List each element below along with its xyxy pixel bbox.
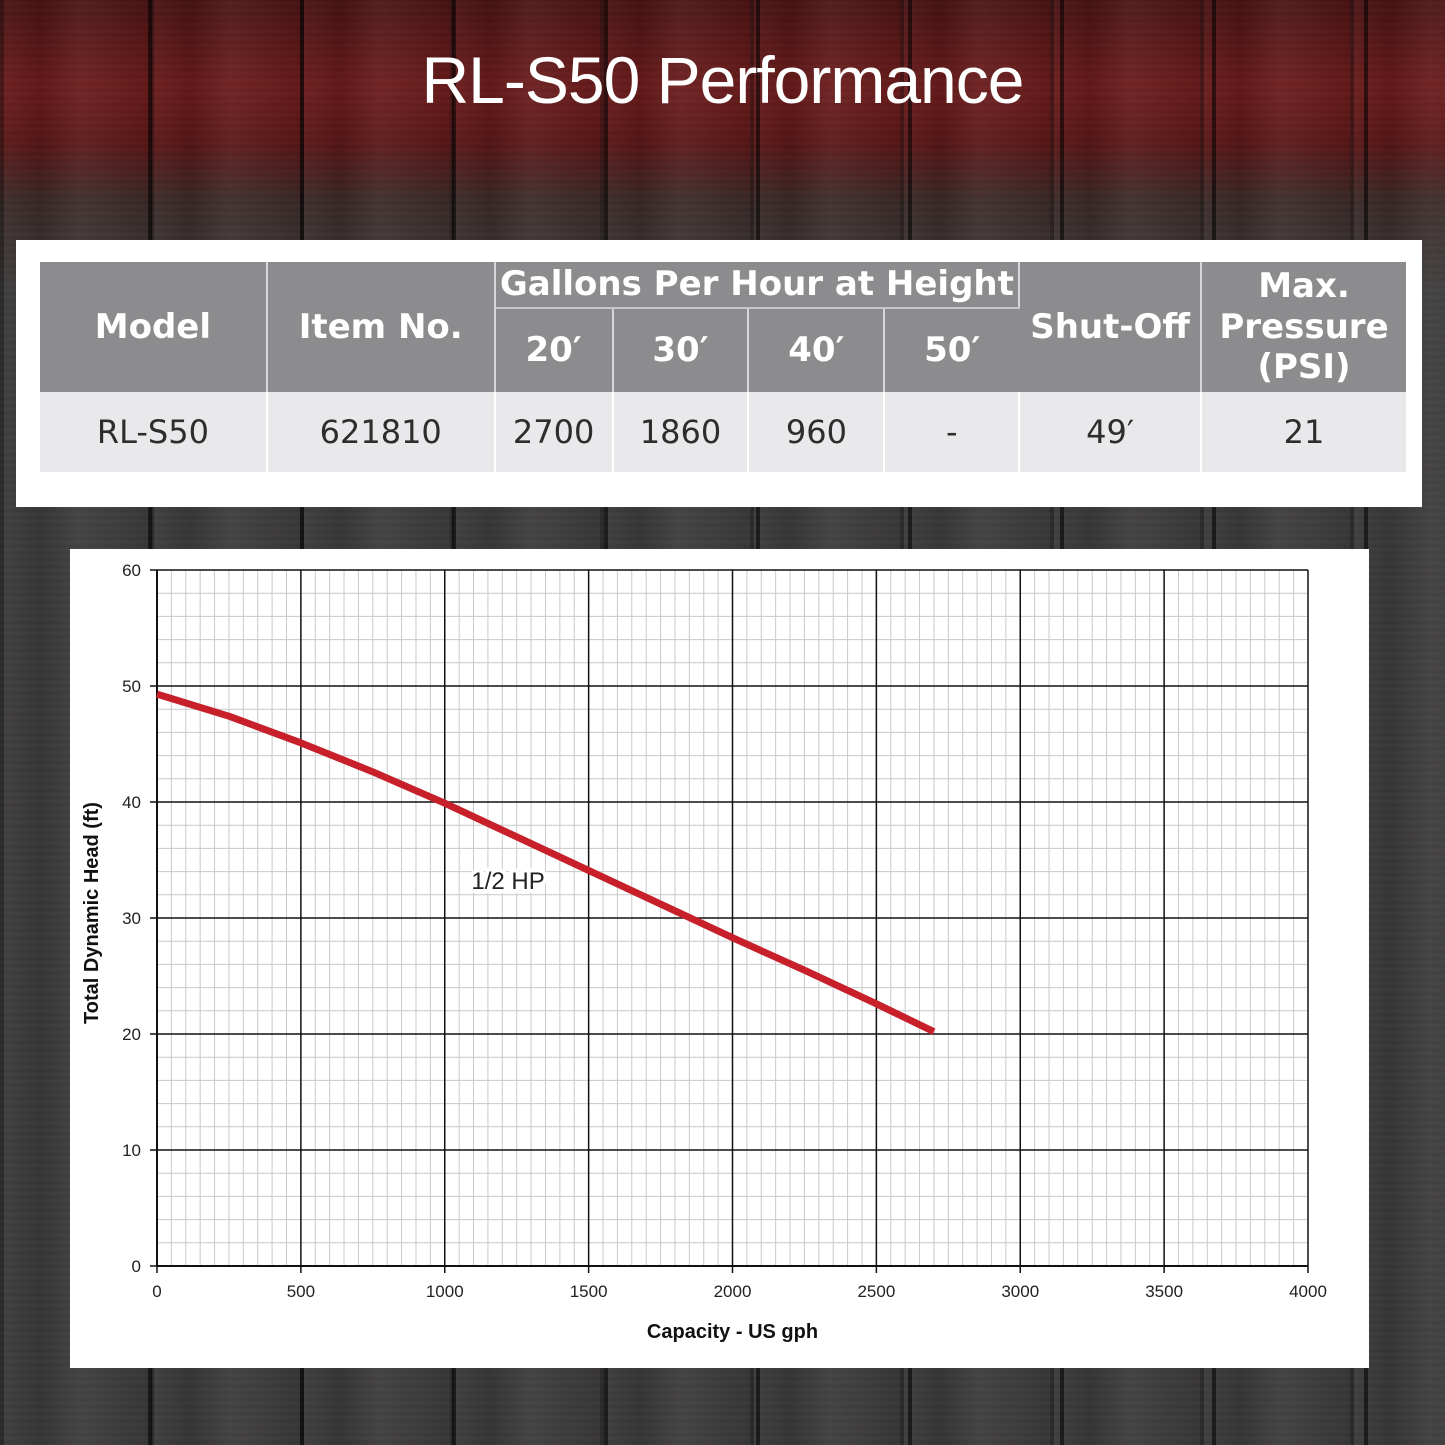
x-tick-label: 2500 — [857, 1282, 895, 1301]
cell-gph-50: - — [884, 392, 1021, 472]
header-height-50: 50′ — [884, 308, 1020, 392]
cell-shut-off: 49′ — [1019, 392, 1203, 472]
header-height-40: 40′ — [748, 308, 886, 392]
x-tick-label: 0 — [152, 1282, 161, 1301]
spec-table-panel: Model Item No. Gallons Per Hour at Heigh… — [16, 240, 1422, 507]
y-tick-label: 10 — [122, 1141, 141, 1160]
header-model: Model — [40, 262, 268, 392]
chart-panel: 0 500 1000 1500 2000 2500 3000 3500 4000 0 10 20 30 4… — [70, 549, 1369, 1368]
axes — [150, 569, 1309, 1273]
cell-max-pressure: 21 — [1201, 392, 1406, 472]
cell-gph-30: 1860 — [612, 392, 750, 472]
x-tick-label: 3500 — [1145, 1282, 1183, 1301]
x-tick-label: 2000 — [714, 1282, 752, 1301]
y-tick-label: 50 — [122, 677, 141, 696]
cell-item-no: 621810 — [266, 392, 496, 472]
cell-gph-20: 2700 — [494, 392, 614, 472]
series-layer — [155, 690, 936, 1035]
y-axis-label: Total Dynamic Head (ft) — [81, 802, 103, 1024]
x-tick-label: 4000 — [1289, 1282, 1327, 1301]
header-max-pressure-line2: Pressure — [1219, 306, 1389, 347]
performance-chart: 0 500 1000 1500 2000 2500 3000 3500 4000 0 10 20 30 4… — [81, 561, 1327, 1343]
y-tick-label: 0 — [132, 1257, 141, 1276]
y-tick-label: 30 — [122, 909, 141, 928]
header-item-no: Item No. — [266, 262, 496, 392]
header-shut-off: Shut-Off — [1019, 262, 1203, 392]
header-gph-group: Gallons Per Hour at Height — [494, 262, 1021, 309]
header-max-pressure-line1: Max. — [1258, 265, 1350, 306]
x-axis-label: Capacity - US gph — [647, 1321, 818, 1343]
y-tick-label: 60 — [122, 561, 141, 580]
cell-model: RL-S50 — [40, 392, 268, 472]
x-tick-label: 1000 — [426, 1282, 464, 1301]
header-max-pressure-line3: (PSI) — [1257, 347, 1351, 388]
cell-gph-40: 960 — [748, 392, 886, 472]
x-tick-label: 500 — [287, 1282, 315, 1301]
y-tick-label: 20 — [122, 1025, 141, 1044]
spec-table: Model Item No. Gallons Per Hour at Heigh… — [40, 262, 1406, 472]
y-tick-label: 40 — [122, 793, 141, 812]
header-height-30: 30′ — [612, 308, 750, 392]
x-tick-label: 1500 — [570, 1282, 608, 1301]
x-tick-label: 3000 — [1001, 1282, 1039, 1301]
header-height-20: 20′ — [494, 308, 614, 392]
header-max-pressure: Max. Pressure (PSI) — [1201, 262, 1406, 392]
page-title: RL-S50 Performance — [421, 43, 1025, 117]
table-row: RL-S50 621810 2700 1860 960 - 49′ 21 — [40, 392, 1406, 472]
tick-labels: 0 500 1000 1500 2000 2500 3000 3500 4000 0 10 20 30 4… — [122, 561, 1327, 1301]
curve-annotation: 1/2 HP — [471, 868, 544, 895]
series-line — [155, 690, 936, 1035]
